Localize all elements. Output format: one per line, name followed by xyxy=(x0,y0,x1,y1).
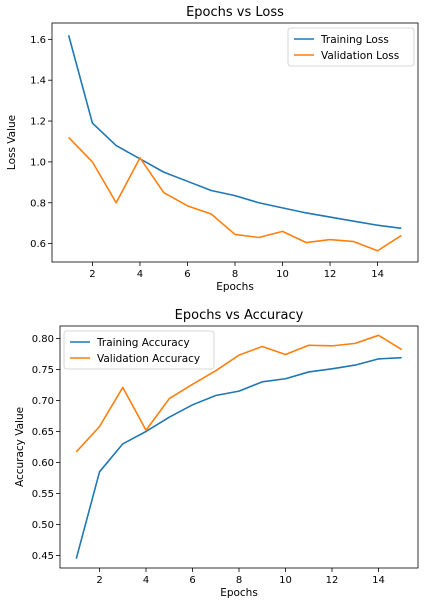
y-tick-label: 1.6 xyxy=(30,35,46,46)
legend-entry-0: Training Accuracy xyxy=(96,337,190,349)
x-tick-label: 6 xyxy=(189,575,195,586)
y-tick-label: 0.70 xyxy=(32,396,54,407)
x-tick-label: 8 xyxy=(232,269,238,280)
y-tick-label: 0.55 xyxy=(32,489,54,500)
x-tick-label: 4 xyxy=(143,575,149,586)
y-tick-label: 1.2 xyxy=(30,117,46,128)
legend-entry-1: Validation Accuracy xyxy=(97,353,200,365)
x-tick-label: 2 xyxy=(96,575,102,586)
loss-chart: Epochs vs Loss 2 4 6 8 10 12 14 0.6 0.8 1.0 1.2 1.4 1… xyxy=(6,5,419,293)
y-tick-label: 0.60 xyxy=(32,458,54,469)
x-tick-label: 8 xyxy=(236,575,242,586)
y-tick-label: 0.80 xyxy=(32,334,54,345)
series-line-1 xyxy=(75,334,403,453)
chart-title: Epochs vs Loss xyxy=(186,5,284,20)
legend-box xyxy=(287,27,415,67)
y-axis-label: Loss Value xyxy=(6,115,18,170)
legend: Training Accuracy Validation Accuracy xyxy=(63,330,215,370)
x-tick-label: 4 xyxy=(137,269,143,280)
y-tick-label: 0.75 xyxy=(32,365,54,376)
x-tick-label: 12 xyxy=(326,575,339,586)
x-tick-label: 14 xyxy=(371,269,384,280)
y-tick-label: 1.0 xyxy=(30,157,46,168)
legend-entry-0: Training Loss xyxy=(320,34,389,46)
x-tick-label: 10 xyxy=(279,575,292,586)
y-tick-label: 0.6 xyxy=(30,239,46,250)
x-tick-label: 14 xyxy=(372,575,385,586)
legend-entry-1: Validation Loss xyxy=(321,50,399,62)
y-tick-label: 1.4 xyxy=(30,76,46,87)
chart-title: Epochs vs Accuracy xyxy=(175,308,304,323)
x-tick-label: 2 xyxy=(89,269,95,280)
y-tick-label: 0.45 xyxy=(32,551,54,562)
legend-box xyxy=(63,330,215,370)
series-line-1 xyxy=(68,136,402,252)
x-tick-label: 12 xyxy=(324,269,337,280)
series-line-0 xyxy=(67,35,402,230)
series-line-0 xyxy=(75,356,402,559)
accuracy-chart: Epochs vs Accuracy 2 4 6 8 10 12 14 0.45 0.50 0.55… xyxy=(14,308,419,599)
x-tick-label: 10 xyxy=(276,269,289,280)
legend: Training Loss Validation Loss xyxy=(287,27,415,67)
x-axis-label: Epochs xyxy=(216,281,254,293)
y-tick-label: 0.65 xyxy=(32,427,54,438)
x-tick-label: 6 xyxy=(184,269,190,280)
y-tick-label: 0.8 xyxy=(30,198,46,209)
y-axis-label: Accuracy Value xyxy=(14,407,26,487)
y-tick-label: 0.50 xyxy=(32,520,54,531)
x-axis-label: Epochs xyxy=(220,587,258,599)
